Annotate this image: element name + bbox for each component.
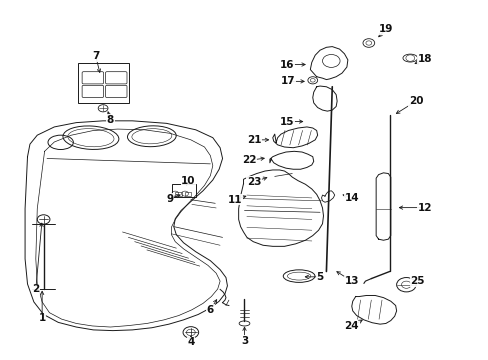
Text: 23: 23 — [246, 177, 261, 187]
Text: 24: 24 — [344, 321, 358, 331]
Text: 12: 12 — [417, 203, 431, 213]
Text: 11: 11 — [227, 195, 242, 205]
Text: 2: 2 — [32, 284, 40, 294]
Text: 4: 4 — [187, 337, 194, 347]
Text: 16: 16 — [280, 59, 294, 69]
Text: 22: 22 — [242, 155, 256, 165]
Text: 6: 6 — [206, 305, 214, 315]
Text: 1: 1 — [39, 313, 46, 323]
Text: 9: 9 — [166, 194, 174, 204]
Text: 3: 3 — [241, 336, 247, 346]
Text: 13: 13 — [344, 276, 358, 286]
Bar — [172, 184, 195, 197]
Text: 10: 10 — [181, 176, 195, 186]
Text: 18: 18 — [417, 54, 431, 64]
Text: 7: 7 — [92, 51, 99, 61]
Text: 25: 25 — [409, 276, 424, 286]
Text: 14: 14 — [344, 193, 358, 203]
Text: 17: 17 — [281, 76, 295, 86]
Text: 5: 5 — [316, 272, 323, 282]
Text: 8: 8 — [106, 115, 114, 125]
Bar — [184, 192, 191, 196]
Bar — [174, 192, 181, 196]
Text: 19: 19 — [378, 24, 392, 35]
Text: 20: 20 — [408, 96, 423, 106]
Text: 15: 15 — [280, 117, 294, 127]
Bar — [78, 63, 129, 103]
Text: 21: 21 — [246, 135, 261, 145]
